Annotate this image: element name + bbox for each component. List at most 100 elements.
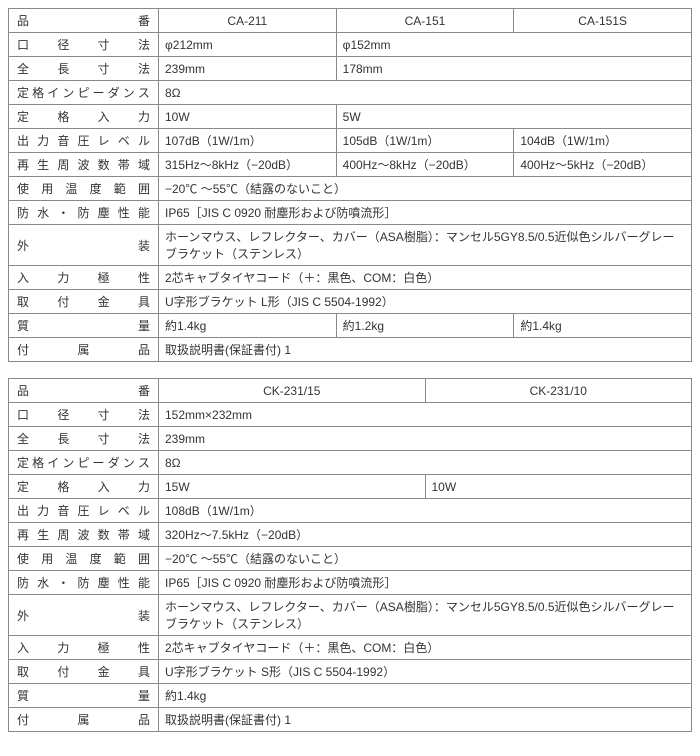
- cell: 約1.4kg: [159, 684, 692, 708]
- row-label: 付属品: [9, 338, 159, 362]
- row-label: 取付金具: [9, 290, 159, 314]
- row-label: 品番: [9, 379, 159, 403]
- table-row: 定格インピーダンス8Ω: [9, 81, 692, 105]
- cell: φ212mm: [159, 33, 337, 57]
- cell: IP65［JIS C 0920 耐塵形および防噴流形］: [159, 201, 692, 225]
- table-row: 再生周波数帯域315Hz～8kHz（−20dB）400Hz～8kHz（−20dB…: [9, 153, 692, 177]
- cell: −20℃ ～55℃（結露のないこと）: [159, 177, 692, 201]
- table-row: 口径寸法φ212mmφ152mm: [9, 33, 692, 57]
- col-header: CK-231/10: [425, 379, 692, 403]
- table-row: 全長寸法239mm: [9, 427, 692, 451]
- cell: 取扱説明書(保証書付) 1: [159, 338, 692, 362]
- cell: 約1.4kg: [159, 314, 337, 338]
- table-row: 全長寸法239mm178mm: [9, 57, 692, 81]
- table-row: 取付金具U字形ブラケット S形（JIS C 5504-1992）: [9, 660, 692, 684]
- row-label: 質量: [9, 314, 159, 338]
- table-row: 品番CK-231/15CK-231/10: [9, 379, 692, 403]
- cell: 107dB（1W/1m）: [159, 129, 337, 153]
- row-label: 定格インピーダンス: [9, 81, 159, 105]
- row-label: 使用温度範囲: [9, 177, 159, 201]
- row-label: 出力音圧レベル: [9, 499, 159, 523]
- cell: ホーンマウス、レフレクター、カバー（ASA樹脂）：マンセル5GY8.5/0.5近…: [159, 225, 692, 266]
- cell: 10W: [425, 475, 692, 499]
- cell: 178mm: [336, 57, 691, 81]
- cell: 8Ω: [159, 81, 692, 105]
- table-row: 再生周波数帯域320Hz～7.5kHz（−20dB）: [9, 523, 692, 547]
- spec-tables: 品番CA-211CA-151CA-151S口径寸法φ212mmφ152mm全長寸…: [8, 8, 692, 732]
- table-row: 使用温度範囲−20℃ ～55℃（結露のないこと）: [9, 547, 692, 571]
- table-row: 入力極性2芯キャブタイヤコード（＋：黒色、COM：白色）: [9, 636, 692, 660]
- col-header: CA-211: [159, 9, 337, 33]
- cell: IP65［JIS C 0920 耐塵形および防噴流形］: [159, 571, 692, 595]
- cell: 108dB（1W/1m）: [159, 499, 692, 523]
- row-label: 外装: [9, 595, 159, 636]
- spec-table-2: 品番CK-231/15CK-231/10口径寸法152mm×232mm全長寸法2…: [8, 378, 692, 732]
- cell: 15W: [159, 475, 426, 499]
- cell: 約1.4kg: [514, 314, 692, 338]
- col-header: CK-231/15: [159, 379, 426, 403]
- table-row: 定格入力15W10W: [9, 475, 692, 499]
- cell: 105dB（1W/1m）: [336, 129, 514, 153]
- cell: 約1.2kg: [336, 314, 514, 338]
- row-label: 入力極性: [9, 636, 159, 660]
- row-label: 品番: [9, 9, 159, 33]
- row-label: 口径寸法: [9, 33, 159, 57]
- row-label: 防水・防塵性能: [9, 201, 159, 225]
- cell: 取扱説明書(保証書付) 1: [159, 708, 692, 732]
- table-row: 定格入力10W5W: [9, 105, 692, 129]
- table-row: 出力音圧レベル107dB（1W/1m）105dB（1W/1m）104dB（1W/…: [9, 129, 692, 153]
- row-label: 口径寸法: [9, 403, 159, 427]
- cell: 2芯キャブタイヤコード（＋：黒色、COM：白色）: [159, 636, 692, 660]
- cell: 104dB（1W/1m）: [514, 129, 692, 153]
- cell: 10W: [159, 105, 337, 129]
- row-label: 防水・防塵性能: [9, 571, 159, 595]
- cell: ホーンマウス、レフレクター、カバー（ASA樹脂）：マンセル5GY8.5/0.5近…: [159, 595, 692, 636]
- table-row: 質量約1.4kg: [9, 684, 692, 708]
- row-label: 取付金具: [9, 660, 159, 684]
- table-row: 品番CA-211CA-151CA-151S: [9, 9, 692, 33]
- table-row: 外装ホーンマウス、レフレクター、カバー（ASA樹脂）：マンセル5GY8.5/0.…: [9, 225, 692, 266]
- table-row: 防水・防塵性能IP65［JIS C 0920 耐塵形および防噴流形］: [9, 201, 692, 225]
- cell: φ152mm: [336, 33, 691, 57]
- row-label: 全長寸法: [9, 57, 159, 81]
- spec-table-1: 品番CA-211CA-151CA-151S口径寸法φ212mmφ152mm全長寸…: [8, 8, 692, 362]
- row-label: 使用温度範囲: [9, 547, 159, 571]
- col-header: CA-151: [336, 9, 514, 33]
- table-row: 質量約1.4kg約1.2kg約1.4kg: [9, 314, 692, 338]
- row-label: 全長寸法: [9, 427, 159, 451]
- cell: 239mm: [159, 427, 692, 451]
- cell: 152mm×232mm: [159, 403, 692, 427]
- cell: 400Hz～5kHz（−20dB）: [514, 153, 692, 177]
- row-label: 付属品: [9, 708, 159, 732]
- table-row: 取付金具U字形ブラケット L形（JIS C 5504-1992）: [9, 290, 692, 314]
- cell: 400Hz～8kHz（−20dB）: [336, 153, 514, 177]
- row-label: 外装: [9, 225, 159, 266]
- cell: U字形ブラケット L形（JIS C 5504-1992）: [159, 290, 692, 314]
- table-row: 付属品取扱説明書(保証書付) 1: [9, 708, 692, 732]
- row-label: 再生周波数帯域: [9, 523, 159, 547]
- table-row: 入力極性2芯キャブタイヤコード（＋：黒色、COM：白色）: [9, 266, 692, 290]
- table-row: 付属品取扱説明書(保証書付) 1: [9, 338, 692, 362]
- row-label: 定格インピーダンス: [9, 451, 159, 475]
- cell: −20℃ ～55℃（結露のないこと）: [159, 547, 692, 571]
- table-row: 定格インピーダンス8Ω: [9, 451, 692, 475]
- cell: U字形ブラケット S形（JIS C 5504-1992）: [159, 660, 692, 684]
- cell: 2芯キャブタイヤコード（＋：黒色、COM：白色）: [159, 266, 692, 290]
- row-label: 定格入力: [9, 475, 159, 499]
- col-header: CA-151S: [514, 9, 692, 33]
- row-label: 定格入力: [9, 105, 159, 129]
- row-label: 再生周波数帯域: [9, 153, 159, 177]
- cell: 5W: [336, 105, 691, 129]
- table-row: 防水・防塵性能IP65［JIS C 0920 耐塵形および防噴流形］: [9, 571, 692, 595]
- cell: 320Hz～7.5kHz（−20dB）: [159, 523, 692, 547]
- row-label: 出力音圧レベル: [9, 129, 159, 153]
- table-row: 口径寸法152mm×232mm: [9, 403, 692, 427]
- table-row: 出力音圧レベル108dB（1W/1m）: [9, 499, 692, 523]
- row-label: 入力極性: [9, 266, 159, 290]
- cell: 8Ω: [159, 451, 692, 475]
- row-label: 質量: [9, 684, 159, 708]
- cell: 315Hz～8kHz（−20dB）: [159, 153, 337, 177]
- cell: 239mm: [159, 57, 337, 81]
- table-row: 外装ホーンマウス、レフレクター、カバー（ASA樹脂）：マンセル5GY8.5/0.…: [9, 595, 692, 636]
- table-row: 使用温度範囲−20℃ ～55℃（結露のないこと）: [9, 177, 692, 201]
